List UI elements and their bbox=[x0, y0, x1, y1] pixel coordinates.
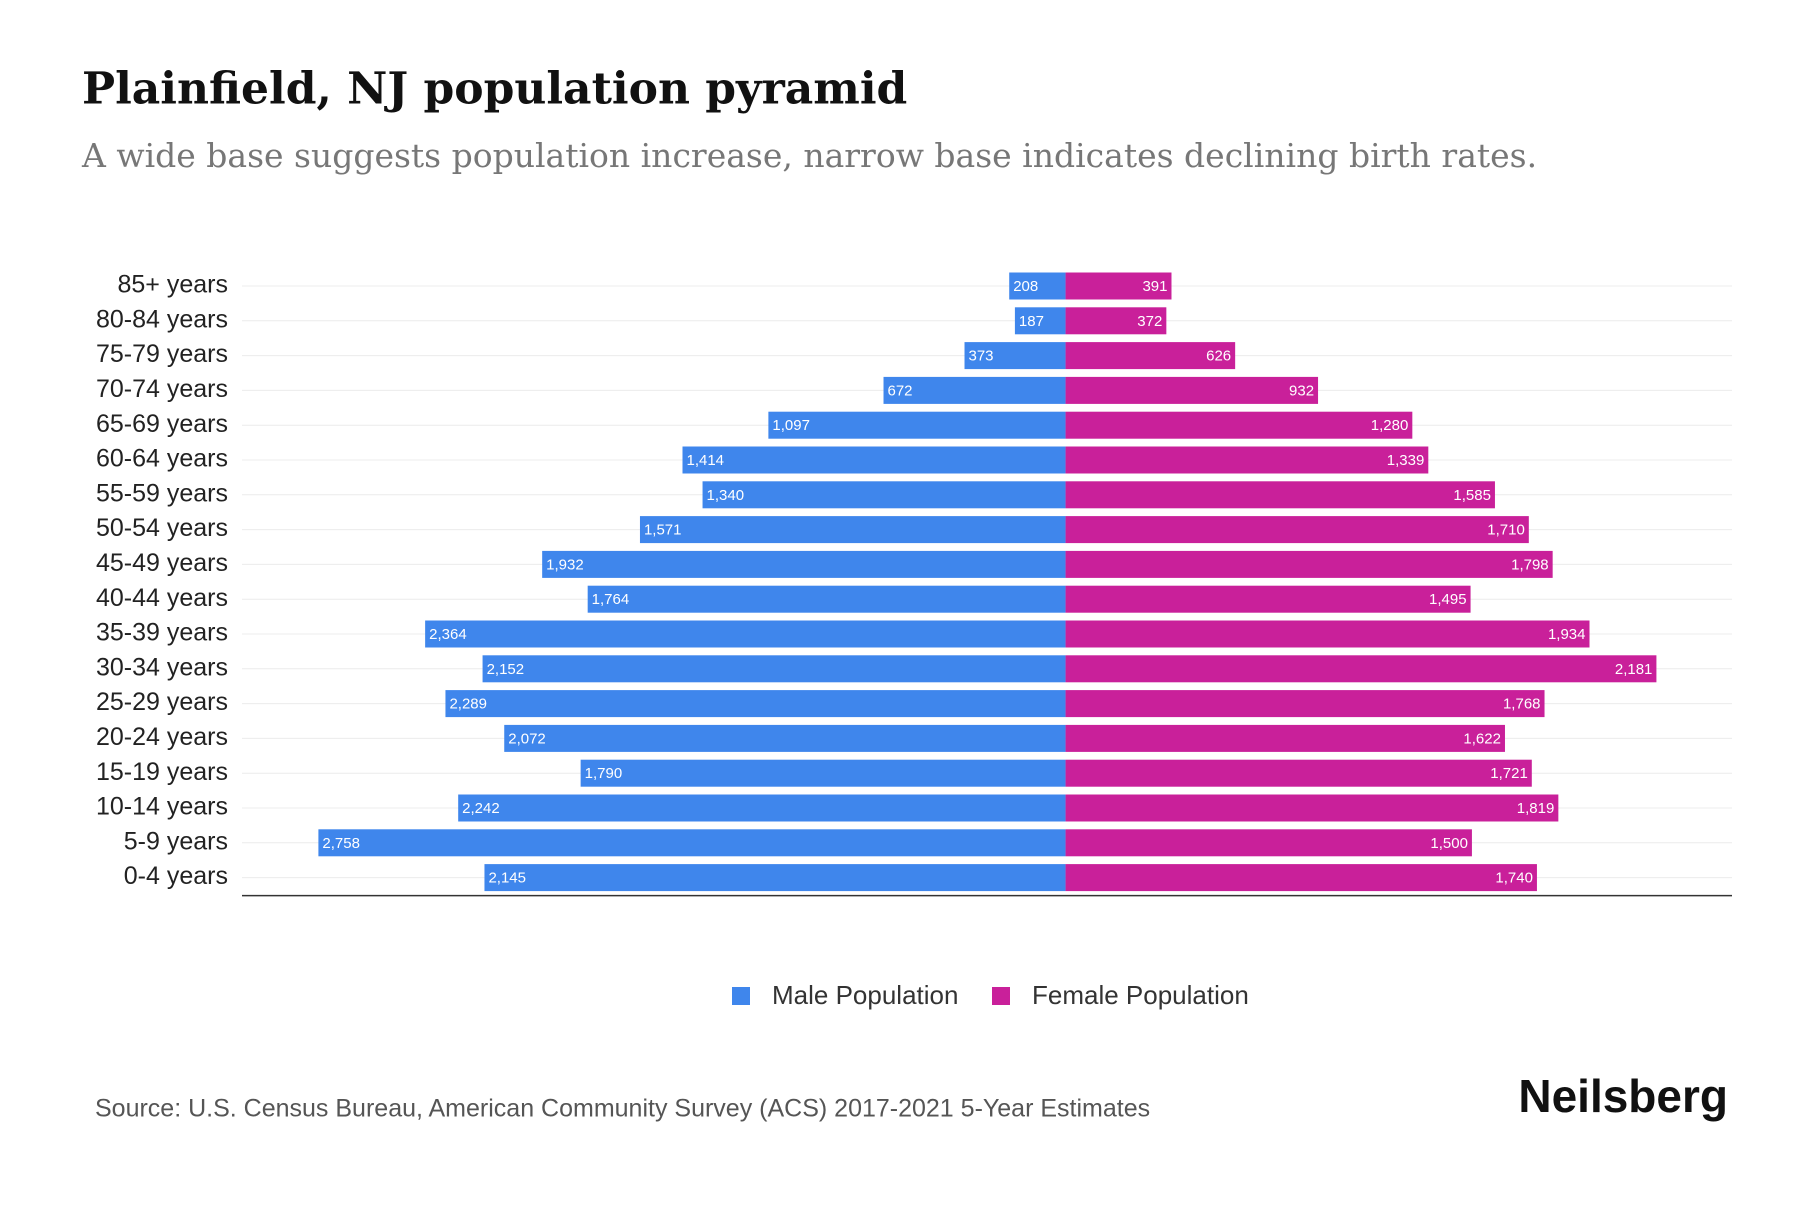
y-tick-label: 20-24 years bbox=[96, 723, 228, 751]
value-label: 2,758 bbox=[322, 835, 360, 852]
y-tick-label: 85+ years bbox=[118, 271, 229, 299]
source-note: Source: U.S. Census Bureau, American Com… bbox=[95, 1095, 1150, 1123]
bar bbox=[768, 411, 1066, 439]
bar bbox=[1014, 307, 1066, 335]
legend-swatch bbox=[992, 987, 1010, 1005]
y-tick-label: 25-29 years bbox=[96, 688, 228, 716]
value-label: 1,934 bbox=[1548, 626, 1586, 643]
bar bbox=[1065, 411, 1413, 439]
y-tick-label: 60-64 years bbox=[96, 445, 228, 473]
bar bbox=[639, 516, 1066, 544]
bar bbox=[1065, 481, 1495, 509]
value-label: 932 bbox=[1289, 382, 1314, 399]
value-label: 391 bbox=[1142, 278, 1167, 295]
legend-label: Male Population bbox=[772, 980, 958, 1010]
y-tick-label: 40-44 years bbox=[96, 584, 228, 612]
bar bbox=[1065, 516, 1529, 544]
value-label: 1,819 bbox=[1517, 800, 1555, 817]
y-tick-label: 5-9 years bbox=[124, 827, 228, 855]
y-tick-label: 0-4 years bbox=[124, 862, 228, 890]
value-label: 2,289 bbox=[449, 696, 487, 713]
bar bbox=[445, 690, 1066, 718]
bar bbox=[587, 585, 1066, 613]
value-label: 1,500 bbox=[1430, 835, 1468, 852]
value-label: 1,585 bbox=[1453, 487, 1491, 504]
y-tick-label: 30-34 years bbox=[96, 653, 228, 681]
bar bbox=[1065, 655, 1657, 683]
y-tick-label: 55-59 years bbox=[96, 479, 228, 507]
y-tick-label: 10-14 years bbox=[96, 793, 228, 821]
value-label: 372 bbox=[1137, 313, 1162, 330]
y-tick-label: 50-54 years bbox=[96, 514, 228, 542]
bar bbox=[702, 481, 1066, 509]
chart-title: Plainfield, NJ population pyramid bbox=[82, 64, 907, 115]
legend-swatch bbox=[732, 987, 750, 1005]
bar bbox=[1065, 550, 1553, 578]
bar bbox=[318, 829, 1066, 857]
value-label: 1,764 bbox=[592, 591, 630, 608]
bar bbox=[484, 864, 1066, 892]
bar bbox=[1065, 342, 1236, 370]
value-label: 1,414 bbox=[686, 452, 724, 469]
value-label: 1,097 bbox=[772, 417, 810, 434]
bar bbox=[1065, 794, 1559, 822]
value-label: 1,798 bbox=[1511, 556, 1549, 573]
value-label: 208 bbox=[1013, 278, 1038, 295]
bar bbox=[1065, 759, 1532, 787]
value-label: 2,152 bbox=[487, 661, 525, 678]
value-label: 2,145 bbox=[488, 870, 526, 887]
legend-label: Female Population bbox=[1032, 980, 1249, 1010]
value-label: 373 bbox=[969, 348, 994, 365]
y-tick-label: 65-69 years bbox=[96, 410, 228, 438]
chart-subtitle: A wide base suggests population increase… bbox=[81, 136, 1537, 175]
bar bbox=[1065, 376, 1319, 404]
bar bbox=[482, 655, 1066, 683]
bar bbox=[504, 724, 1066, 752]
value-label: 1,740 bbox=[1495, 870, 1533, 887]
value-label: 1,710 bbox=[1487, 522, 1525, 539]
bar bbox=[1009, 272, 1066, 300]
value-label: 2,072 bbox=[508, 730, 546, 747]
value-label: 1,340 bbox=[707, 487, 745, 504]
y-tick-label: 35-39 years bbox=[96, 619, 228, 647]
bar bbox=[458, 794, 1066, 822]
value-label: 1,790 bbox=[585, 765, 623, 782]
bar bbox=[1065, 620, 1590, 648]
value-label: 1,768 bbox=[1503, 696, 1541, 713]
value-label: 1,622 bbox=[1463, 730, 1501, 747]
bar bbox=[1065, 724, 1505, 752]
value-label: 1,339 bbox=[1387, 452, 1425, 469]
bar bbox=[682, 446, 1066, 474]
bar bbox=[1065, 272, 1172, 300]
value-label: 1,721 bbox=[1490, 765, 1528, 782]
value-label: 1,571 bbox=[644, 522, 682, 539]
value-label: 626 bbox=[1206, 348, 1231, 365]
brand-logo: Neilsberg bbox=[1518, 1070, 1728, 1122]
y-tick-label: 15-19 years bbox=[96, 758, 228, 786]
y-tick-label: 80-84 years bbox=[96, 305, 228, 333]
bar bbox=[1065, 307, 1167, 335]
value-label: 672 bbox=[888, 382, 913, 399]
bar bbox=[1065, 585, 1471, 613]
bar bbox=[1065, 446, 1429, 474]
bar bbox=[1065, 864, 1537, 892]
value-label: 2,242 bbox=[462, 800, 500, 817]
bar bbox=[580, 759, 1066, 787]
bar bbox=[542, 550, 1066, 578]
value-label: 187 bbox=[1019, 313, 1044, 330]
bar bbox=[1065, 690, 1545, 718]
y-tick-label: 75-79 years bbox=[96, 340, 228, 368]
y-tick-label: 70-74 years bbox=[96, 375, 228, 403]
value-label: 2,364 bbox=[429, 626, 467, 643]
bar bbox=[883, 376, 1066, 404]
bar bbox=[1065, 829, 1472, 857]
y-tick-label: 45-49 years bbox=[96, 549, 228, 577]
value-label: 1,495 bbox=[1429, 591, 1467, 608]
bar bbox=[964, 342, 1066, 370]
value-label: 1,280 bbox=[1371, 417, 1409, 434]
bar bbox=[425, 620, 1066, 648]
value-label: 2,181 bbox=[1615, 661, 1653, 678]
value-label: 1,932 bbox=[546, 556, 584, 573]
